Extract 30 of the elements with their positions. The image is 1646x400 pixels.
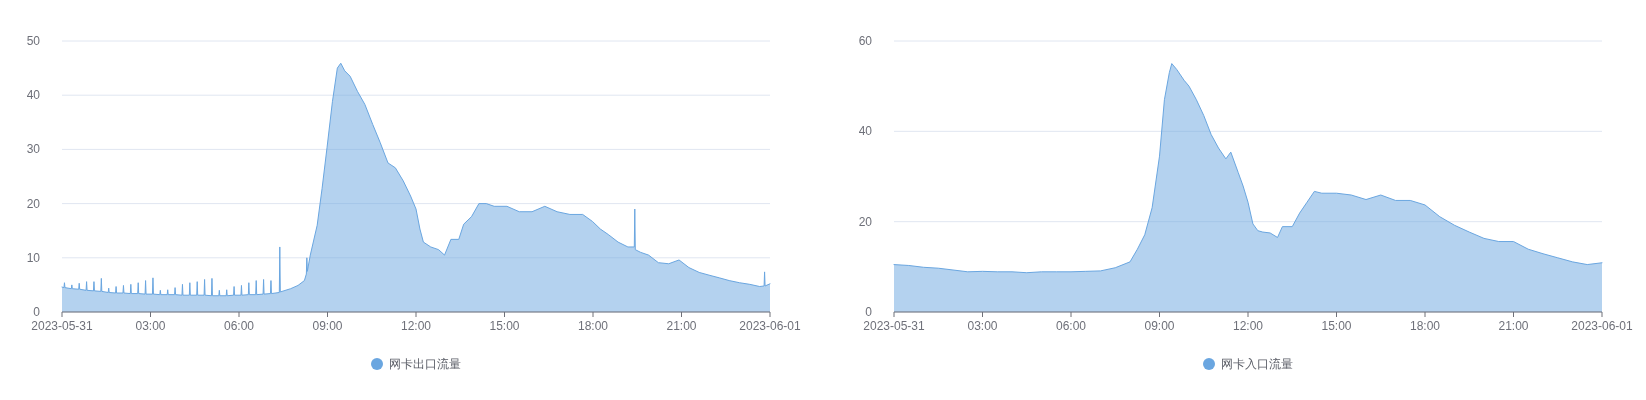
- x-tick-label: 2023-05-31: [863, 319, 926, 333]
- y-tick-label: 30: [26, 142, 41, 157]
- x-tick-label: 2023-06-01: [1571, 319, 1634, 333]
- y-tick-label: 20: [26, 196, 41, 211]
- y-tick-label: 0: [865, 305, 873, 319]
- y-tick-label: 60: [858, 34, 873, 48]
- y-tick-label: 50: [26, 34, 41, 48]
- x-tick-label: 2023-06-01: [739, 319, 802, 333]
- x-tick-label: 09:00: [312, 319, 343, 333]
- x-tick-label: 03:00: [967, 319, 998, 333]
- x-tick-label: 21:00: [666, 319, 697, 333]
- x-tick-label: 06:00: [223, 319, 255, 333]
- x-tick-label: 03:00: [135, 319, 166, 333]
- y-tick-label: 20: [858, 214, 873, 229]
- y-tick-label: 40: [858, 124, 873, 139]
- x-tick-label: 21:00: [1498, 319, 1529, 333]
- legend-label: 网卡入口流量: [1221, 357, 1293, 371]
- x-tick-label: 12:00: [400, 319, 432, 333]
- x-tick-label: 18:00: [577, 319, 609, 333]
- x-tick-label: 15:00: [489, 319, 520, 333]
- y-tick-label: 10: [26, 250, 41, 265]
- x-tick-label: 12:00: [1232, 319, 1264, 333]
- x-tick-label: 18:00: [1409, 319, 1441, 333]
- y-tick-label: 0: [33, 305, 41, 319]
- x-tick-label: 06:00: [1055, 319, 1087, 333]
- legend-label: 网卡出口流量: [389, 357, 461, 371]
- x-tick-label: 15:00: [1321, 319, 1352, 333]
- x-tick-label: 09:00: [1144, 319, 1175, 333]
- x-tick-label: 2023-05-31: [31, 319, 94, 333]
- y-tick-label: 40: [26, 88, 41, 103]
